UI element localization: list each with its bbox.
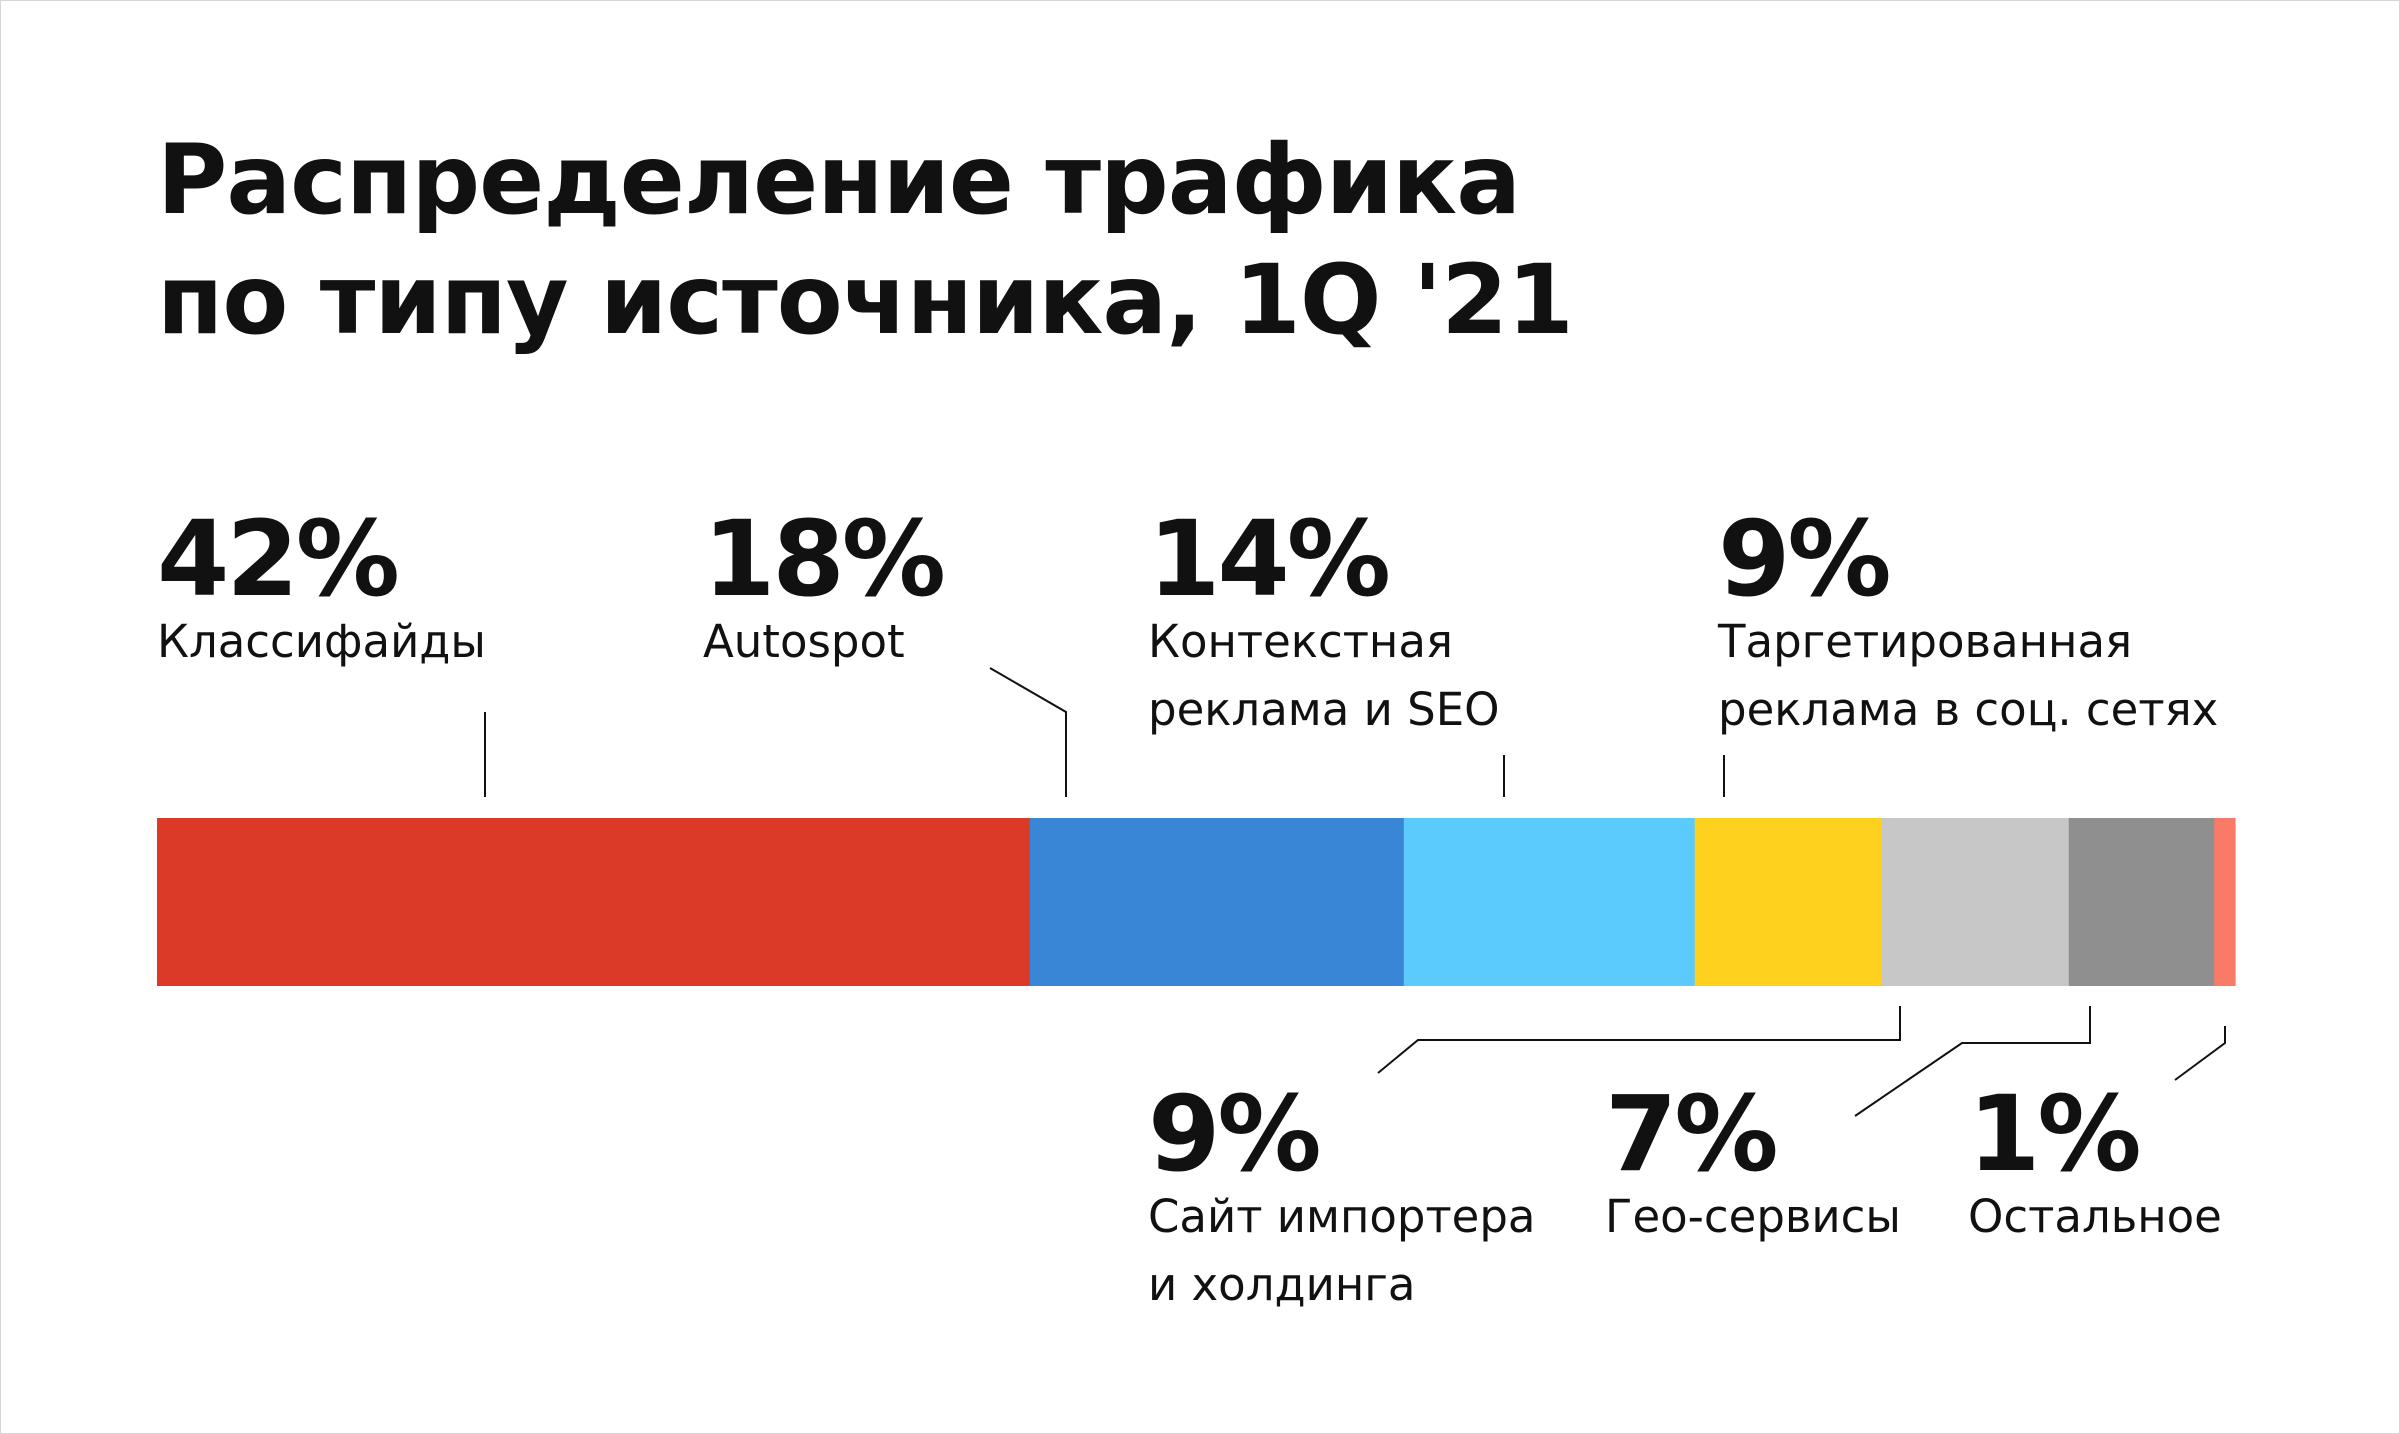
data-label-name-1: Классифайды xyxy=(157,615,486,668)
bar-segment-1 xyxy=(157,818,1031,986)
data-label-value-3: 14% xyxy=(1148,498,1388,620)
leader-line-6 xyxy=(1854,1006,2091,1117)
data-label-name-3-line-2: реклама и SEO xyxy=(1148,683,1500,736)
chart-title-line-1: Распределение трафика xyxy=(157,124,1521,236)
data-label-name-4-line-2: реклама в соц. сетях xyxy=(1718,683,2218,736)
bar-segment-6 xyxy=(2068,818,2215,986)
bar-segment-4 xyxy=(1694,818,1883,986)
data-label-value-4: 9% xyxy=(1718,498,1889,620)
data-label-name-3-line-1: Контекстная xyxy=(1148,615,1453,668)
chart-title: Распределение трафика по типу источника,… xyxy=(157,120,2157,360)
data-label-value-7: 1% xyxy=(1968,1073,2139,1195)
bar-segments xyxy=(157,818,2236,986)
data-label-name-5-line-2: и холдинга xyxy=(1148,1258,1415,1311)
data-label-name-2: Autospot xyxy=(703,615,905,668)
leader-lines xyxy=(484,667,2226,1117)
segment-labels: 42%Классифайды 18%Autospot 14%Контекстная р… xyxy=(157,498,2222,1311)
bar-segment-5 xyxy=(1881,818,2070,986)
leader-line-5 xyxy=(1377,1006,1901,1074)
bar-segment-7 xyxy=(2214,818,2236,986)
chart-title-line-2: по типу источника, 1Q '21 xyxy=(157,244,1574,356)
data-label-name-6: Гео-сервисы xyxy=(1605,1190,1901,1243)
data-label-value-5: 9% xyxy=(1148,1073,1319,1195)
data-label-name-4-line-1: Таргетированная xyxy=(1717,615,2132,668)
data-label-value-2: 18% xyxy=(703,498,943,620)
data-label-value-6: 7% xyxy=(1605,1073,1776,1195)
leader-line-2 xyxy=(989,667,1067,797)
bar-segment-2 xyxy=(1029,818,1405,986)
leader-line-7 xyxy=(2174,1026,2226,1081)
data-label-name-5-line-1: Сайт импортера xyxy=(1148,1190,1536,1243)
data-label-value-1: 42% xyxy=(157,498,397,620)
data-label-name-7: Остальное xyxy=(1968,1190,2222,1243)
bar-segment-3 xyxy=(1403,818,1696,986)
